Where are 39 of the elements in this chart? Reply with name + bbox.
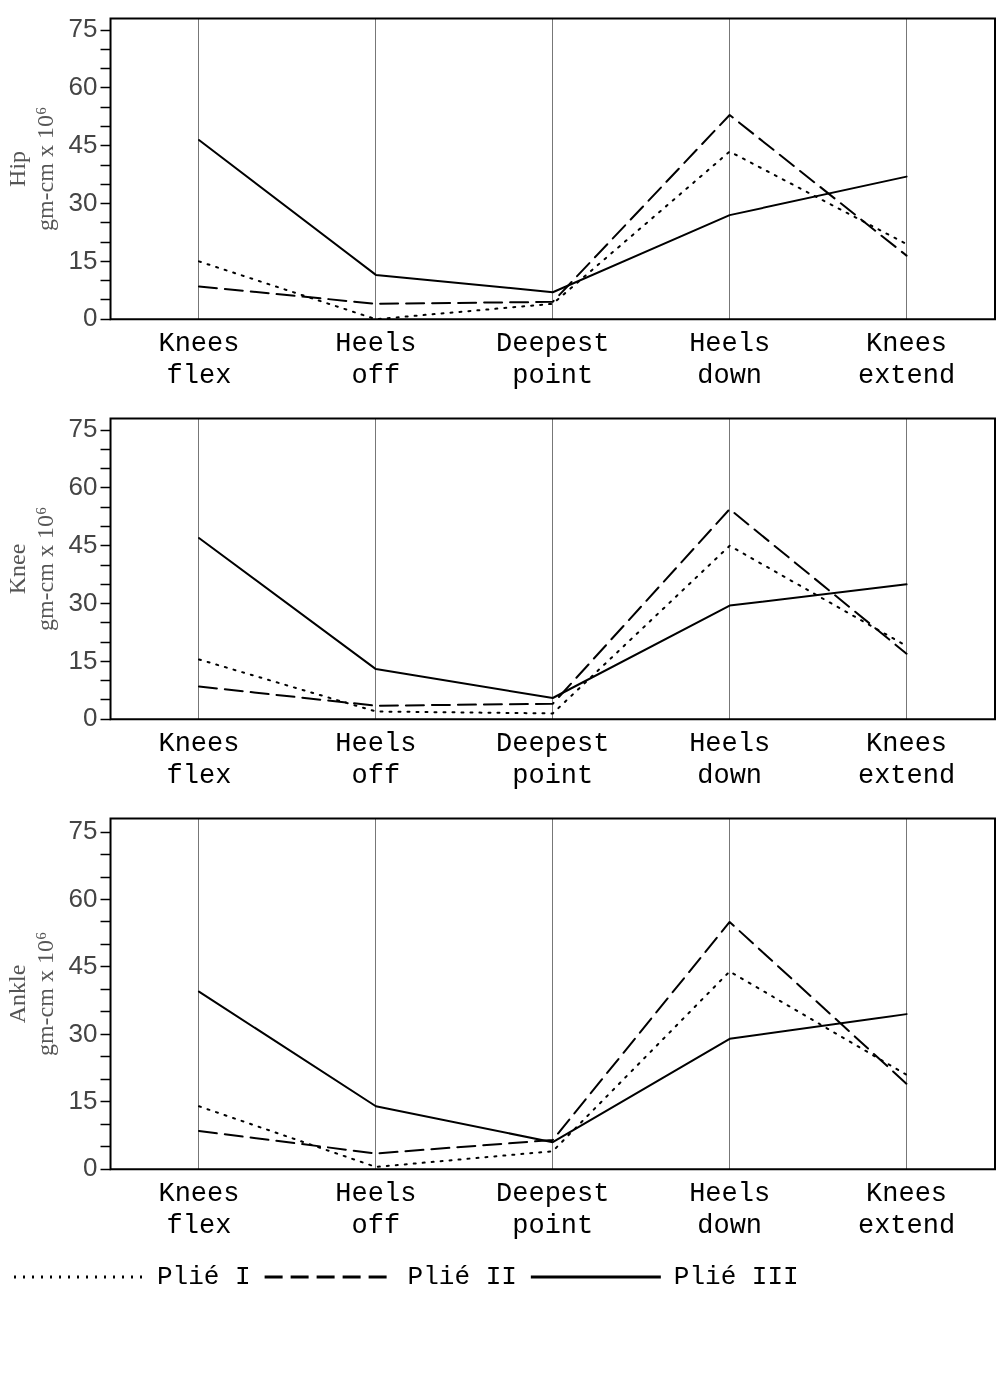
y-tick-label: 75 [68, 413, 98, 444]
x-tick-label: Deepest point [496, 728, 610, 791]
x-tick-label: Heels down [689, 728, 771, 791]
x-tick-label: Heels off [335, 1178, 417, 1241]
y-tick-label: 0 [83, 302, 98, 333]
y-tick-label: 15 [68, 244, 98, 275]
x-tick-label: Heels down [689, 1178, 771, 1241]
x-tick-label: Knees extend [857, 328, 956, 391]
y-tick-label: 45 [68, 950, 98, 981]
y-tick-label: 45 [68, 128, 98, 159]
x-tick-label: Knees extend [857, 728, 956, 791]
y-tick-label: 30 [68, 586, 98, 617]
legend-label: Plié I [157, 1261, 251, 1292]
x-tick-label: Knees extend [857, 1178, 956, 1241]
y-tick-label: 75 [68, 13, 98, 44]
x-tick-label: Heels off [335, 728, 417, 791]
x-tick-label: Deepest point [496, 328, 610, 391]
x-tick-label: Deepest point [496, 1178, 610, 1241]
y-tick-label: 45 [68, 528, 98, 559]
y-axis-title: Ankle gm-cm x 10⁶ [3, 931, 59, 1057]
y-tick-label: 0 [83, 1152, 98, 1183]
x-tick-label: Knees flex [158, 1178, 240, 1241]
y-tick-label: 60 [68, 882, 98, 913]
x-tick-label: Knees flex [158, 728, 240, 791]
y-tick-label: 30 [68, 186, 98, 217]
x-tick-label: Heels off [335, 328, 417, 391]
y-tick-label: 15 [68, 1084, 98, 1115]
y-tick-label: 15 [68, 644, 98, 675]
x-tick-label: Heels down [689, 328, 771, 391]
legend-label: Plié II [407, 1261, 517, 1292]
legend-label: Plié III [673, 1261, 799, 1292]
y-tick-label: 60 [68, 71, 98, 102]
y-tick-label: 60 [68, 471, 98, 502]
x-tick-label: Knees flex [158, 328, 240, 391]
y-tick-label: 75 [68, 815, 98, 846]
y-tick-label: 30 [68, 1017, 98, 1048]
y-axis-title: Hip gm-cm x 10⁶ [3, 106, 59, 232]
y-tick-label: 0 [83, 702, 98, 733]
y-axis-title: Knee gm-cm x 10⁶ [3, 506, 59, 632]
